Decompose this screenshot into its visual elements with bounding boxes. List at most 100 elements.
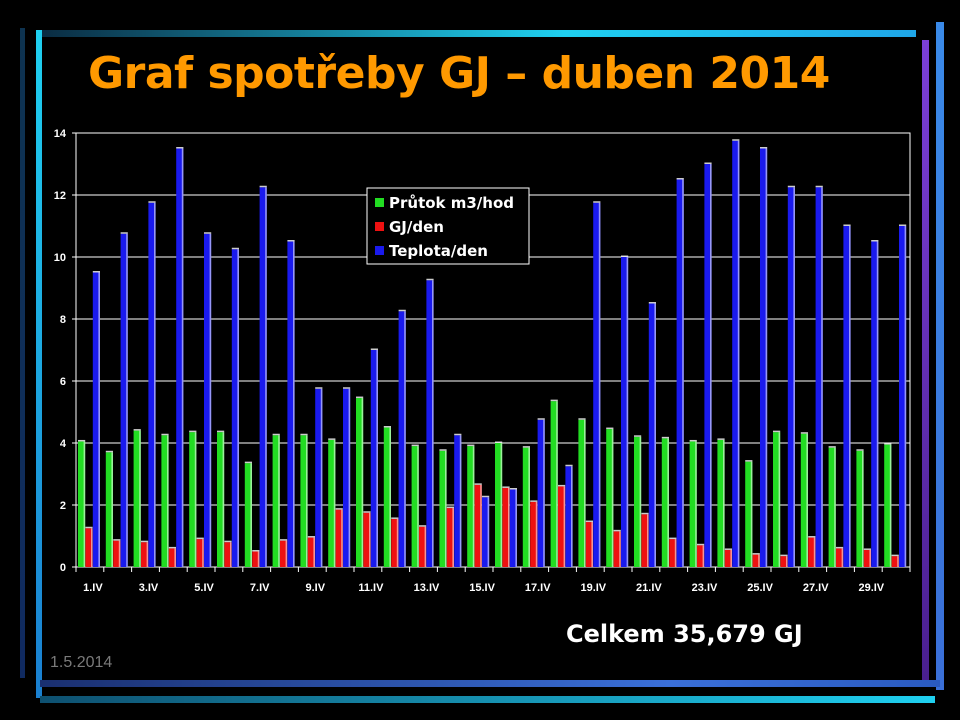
- bar-pr-tok-m3-hod: [634, 435, 642, 567]
- bar-top: [141, 540, 149, 543]
- bar-highlight: [174, 548, 176, 567]
- bar-fill: [522, 447, 530, 567]
- bar-fill: [224, 542, 232, 567]
- bar-fill: [307, 537, 315, 567]
- bar-teplota-den: [676, 178, 684, 567]
- bar-fill: [105, 452, 113, 567]
- bar-fill: [884, 444, 892, 567]
- bar-teplota-den: [343, 387, 351, 567]
- bar-teplota-den: [287, 240, 295, 567]
- bar-fill: [537, 419, 545, 567]
- bar-fill: [676, 179, 684, 567]
- bar-fill: [593, 202, 601, 567]
- bar-highlight: [674, 539, 677, 567]
- bar-top: [836, 546, 844, 549]
- bar-teplota-den: [871, 240, 879, 567]
- bar-teplota-den: [148, 201, 156, 567]
- bar-highlight: [667, 438, 669, 567]
- bar-teplota-den: [565, 464, 573, 567]
- bar-top: [787, 185, 795, 188]
- bar-fill: [502, 487, 510, 567]
- bar-fill: [474, 484, 482, 567]
- bar-top: [871, 240, 879, 242]
- bar-highlight: [348, 388, 351, 567]
- bar-top: [815, 185, 823, 188]
- bar-pr-tok-m3-hod: [328, 438, 336, 567]
- bar-highlight: [862, 450, 864, 567]
- bar-pr-tok-m3-hod: [78, 439, 86, 567]
- bar-top: [272, 433, 280, 436]
- bar-pr-tok-m3-hod: [272, 433, 280, 567]
- bar-highlight: [278, 435, 280, 567]
- bar-highlight: [730, 549, 732, 567]
- bar-highlight: [209, 233, 212, 567]
- bar-fill: [141, 542, 149, 567]
- legend-box: [366, 187, 530, 265]
- bar-pr-tok-m3-hod: [606, 427, 614, 567]
- bar-highlight: [293, 241, 295, 567]
- bar-highlight: [424, 526, 427, 567]
- bar-teplota-den: [176, 147, 184, 567]
- bar-top: [593, 201, 601, 203]
- bar-top: [300, 433, 308, 436]
- bar-top: [613, 529, 621, 532]
- x-tick-label: 9.IV: [306, 582, 326, 594]
- bar-pr-tok-m3-hod: [133, 429, 141, 567]
- bar-highlight: [111, 452, 113, 567]
- bar-highlight: [432, 280, 434, 567]
- bar-top: [231, 247, 239, 250]
- bar-teplota-den: [370, 348, 378, 567]
- frame-left-dark-bar: [20, 28, 25, 678]
- frame-left-cyan-bar: [36, 30, 42, 698]
- bar-fill: [641, 514, 649, 567]
- bar-fill: [446, 508, 454, 567]
- bar-fill: [550, 401, 558, 567]
- x-tick-label: 1.IV: [83, 582, 103, 594]
- y-tick-label: 6: [60, 376, 66, 388]
- bar-highlight: [841, 548, 844, 567]
- bar-fill: [217, 432, 225, 567]
- y-tick-label: 10: [54, 252, 66, 264]
- bar-top: [244, 461, 252, 464]
- slide-date: 1.5.2014: [50, 654, 113, 671]
- bar-teplota-den: [398, 309, 406, 567]
- bar-pr-tok-m3-hod: [244, 461, 252, 567]
- frame-bottom-blue-bar: [40, 680, 940, 687]
- bar-highlight: [821, 187, 823, 567]
- bar-fill: [871, 241, 879, 567]
- bar-highlight: [535, 501, 538, 567]
- bar-highlight: [778, 432, 781, 567]
- bar-fill: [168, 548, 176, 567]
- bar-top: [537, 418, 545, 420]
- y-tick-label: 14: [54, 128, 67, 140]
- bar-top: [621, 255, 629, 257]
- bar-top: [120, 232, 128, 234]
- bar-pr-tok-m3-hod: [522, 446, 530, 567]
- bar-fill: [454, 435, 462, 567]
- bar-pr-tok-m3-hod: [467, 444, 475, 567]
- y-tick-label: 4: [60, 438, 67, 450]
- bar-fill: [606, 429, 614, 567]
- bar-top: [113, 539, 121, 541]
- bar-fill: [363, 512, 371, 567]
- bar-fill: [335, 509, 343, 567]
- bar-gj-den: [280, 539, 288, 567]
- bar-fill: [828, 447, 836, 567]
- total-consumption-label: Celkem 35,679 GJ: [566, 620, 803, 648]
- bar-fill: [467, 446, 475, 567]
- bar-top: [474, 483, 482, 485]
- bar-gj-den: [391, 517, 399, 567]
- bar-highlight: [806, 433, 808, 567]
- bar-top: [398, 309, 406, 312]
- bar-highlight: [904, 226, 907, 567]
- x-tick-label: 23.IV: [692, 582, 718, 594]
- bar-top: [105, 450, 113, 453]
- bar-fill: [843, 226, 851, 567]
- bar-highlight: [765, 148, 768, 567]
- bar-gj-den: [419, 525, 427, 567]
- bar-fill: [343, 388, 351, 567]
- bar-gj-den: [724, 548, 732, 567]
- bar-top: [530, 500, 538, 502]
- bar-pr-tok-m3-hod: [300, 433, 308, 567]
- bar-highlight: [265, 187, 267, 567]
